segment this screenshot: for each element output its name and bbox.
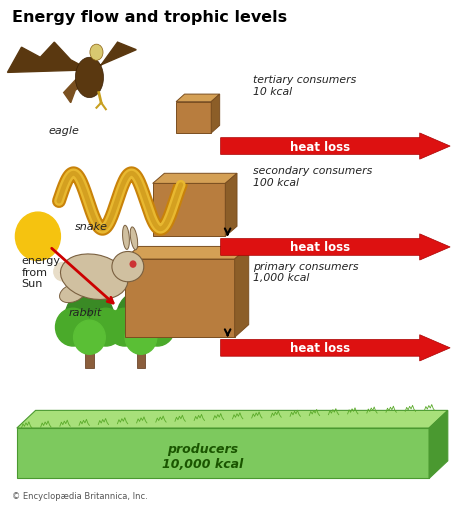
Ellipse shape — [60, 284, 87, 303]
Polygon shape — [8, 43, 90, 73]
Polygon shape — [17, 428, 429, 478]
Text: snake: snake — [75, 222, 108, 232]
Polygon shape — [85, 337, 94, 368]
Ellipse shape — [112, 252, 144, 282]
Text: © Encyclopædia Britannica, Inc.: © Encyclopædia Britannica, Inc. — [12, 491, 148, 500]
Circle shape — [54, 263, 71, 281]
Polygon shape — [17, 411, 448, 428]
Polygon shape — [153, 184, 225, 237]
Text: heat loss: heat loss — [290, 241, 350, 254]
Text: eagle: eagle — [48, 126, 79, 136]
Circle shape — [130, 262, 136, 268]
Polygon shape — [125, 247, 249, 260]
Polygon shape — [211, 95, 219, 134]
Circle shape — [125, 321, 157, 355]
Ellipse shape — [130, 228, 137, 250]
Circle shape — [55, 308, 91, 346]
Polygon shape — [220, 234, 450, 261]
Polygon shape — [220, 134, 450, 160]
Ellipse shape — [90, 45, 103, 61]
Polygon shape — [125, 260, 235, 337]
Circle shape — [140, 308, 175, 346]
Polygon shape — [176, 102, 211, 134]
Ellipse shape — [75, 58, 103, 98]
Ellipse shape — [61, 254, 128, 300]
Polygon shape — [176, 95, 219, 102]
Circle shape — [117, 291, 165, 344]
Ellipse shape — [123, 226, 129, 250]
Polygon shape — [153, 174, 237, 184]
Polygon shape — [64, 81, 85, 103]
Circle shape — [65, 291, 114, 344]
Text: primary consumers
1,000 kcal: primary consumers 1,000 kcal — [254, 261, 359, 283]
Text: heat loss: heat loss — [290, 342, 350, 355]
Polygon shape — [225, 174, 237, 237]
Polygon shape — [235, 247, 249, 337]
Circle shape — [88, 308, 123, 346]
Circle shape — [73, 321, 105, 355]
Text: secondary consumers
100 kcal: secondary consumers 100 kcal — [254, 166, 373, 187]
Text: tertiary consumers
10 kcal: tertiary consumers 10 kcal — [254, 75, 356, 97]
Circle shape — [107, 308, 142, 346]
Polygon shape — [90, 43, 137, 71]
Text: producers
10,000 kcal: producers 10,000 kcal — [162, 442, 243, 470]
Polygon shape — [137, 337, 145, 368]
Text: Energy flow and trophic levels: Energy flow and trophic levels — [12, 10, 287, 25]
Text: heat loss: heat loss — [290, 140, 350, 153]
Text: rabbit: rabbit — [68, 307, 101, 317]
Circle shape — [16, 213, 60, 261]
Polygon shape — [220, 335, 450, 361]
Polygon shape — [429, 411, 448, 478]
Text: energy
from
Sun: energy from Sun — [21, 256, 61, 289]
